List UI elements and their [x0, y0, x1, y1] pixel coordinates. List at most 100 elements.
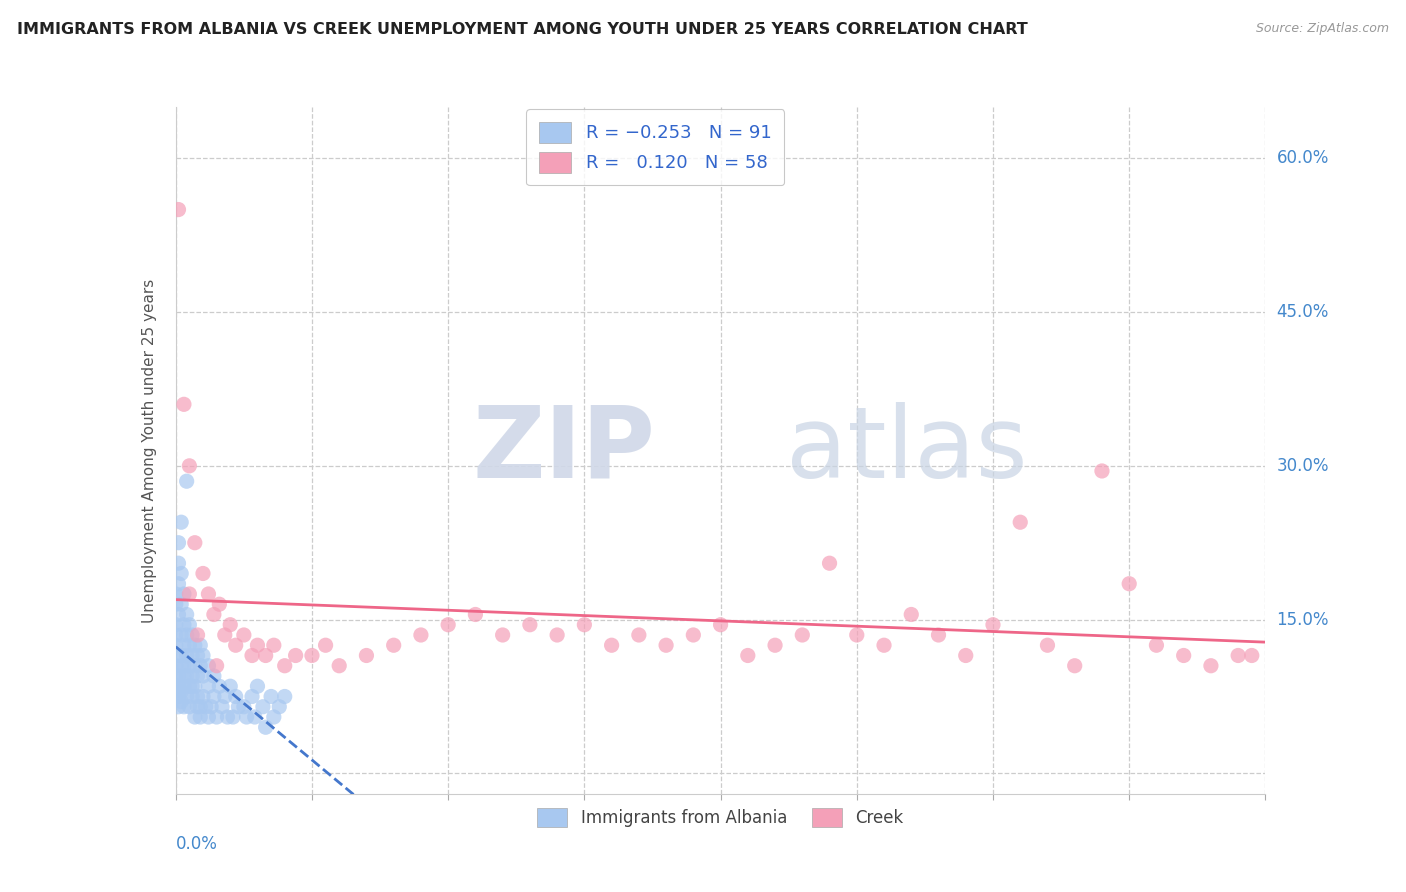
Point	[197, 587, 219, 601]
Point	[301, 648, 323, 663]
Point	[165, 617, 187, 632]
Point	[186, 648, 209, 663]
Point	[409, 628, 432, 642]
Point	[219, 679, 242, 693]
Point	[254, 648, 277, 663]
Text: ZIP: ZIP	[472, 402, 655, 499]
Point	[165, 658, 187, 673]
Point	[655, 638, 678, 652]
Point	[191, 566, 214, 581]
Point	[763, 638, 786, 652]
Point	[181, 690, 204, 704]
Point	[222, 710, 245, 724]
Point	[176, 474, 198, 488]
Point	[176, 607, 198, 622]
Point	[194, 699, 217, 714]
Point	[900, 607, 922, 622]
Point	[170, 597, 193, 611]
Point	[981, 617, 1004, 632]
Point	[792, 628, 814, 642]
Point	[188, 710, 211, 724]
Text: 0.0%: 0.0%	[176, 835, 218, 853]
Point	[188, 638, 211, 652]
Y-axis label: Unemployment Among Youth under 25 years: Unemployment Among Youth under 25 years	[142, 278, 157, 623]
Point	[269, 699, 291, 714]
Point	[225, 690, 247, 704]
Point	[328, 658, 350, 673]
Point	[600, 638, 623, 652]
Text: Source: ZipAtlas.com: Source: ZipAtlas.com	[1256, 22, 1389, 36]
Point	[191, 669, 214, 683]
Point	[228, 699, 250, 714]
Point	[737, 648, 759, 663]
Point	[179, 638, 201, 652]
Point	[170, 566, 193, 581]
Point	[356, 648, 378, 663]
Point	[682, 628, 704, 642]
Point	[211, 699, 233, 714]
Point	[186, 628, 209, 642]
Point	[205, 658, 228, 673]
Point	[176, 669, 198, 683]
Point	[167, 607, 190, 622]
Point	[205, 710, 228, 724]
Point	[165, 690, 187, 704]
Point	[184, 658, 207, 673]
Point	[188, 699, 211, 714]
Point	[1173, 648, 1195, 663]
Point	[955, 648, 977, 663]
Text: 15.0%: 15.0%	[1277, 611, 1329, 629]
Point	[184, 679, 207, 693]
Point	[179, 699, 201, 714]
Point	[173, 587, 195, 601]
Point	[235, 710, 257, 724]
Point	[252, 699, 274, 714]
Point	[928, 628, 950, 642]
Point	[197, 658, 219, 673]
Point	[170, 628, 193, 642]
Point	[274, 690, 297, 704]
Point	[240, 648, 263, 663]
Point	[845, 628, 868, 642]
Point	[167, 648, 190, 663]
Point	[1091, 464, 1114, 478]
Point	[191, 690, 214, 704]
Point	[173, 679, 195, 693]
Point	[1036, 638, 1059, 652]
Point	[186, 699, 209, 714]
Point	[176, 690, 198, 704]
Point	[232, 628, 254, 642]
Point	[173, 699, 195, 714]
Point	[179, 458, 201, 473]
Point	[165, 638, 187, 652]
Point	[167, 535, 190, 549]
Point	[263, 638, 285, 652]
Point	[263, 710, 285, 724]
Point	[243, 710, 266, 724]
Point	[873, 638, 896, 652]
Point	[284, 648, 307, 663]
Point	[232, 699, 254, 714]
Point	[240, 690, 263, 704]
Point	[179, 679, 201, 693]
Point	[167, 576, 190, 591]
Point	[492, 628, 515, 642]
Point	[173, 638, 195, 652]
Point	[225, 638, 247, 652]
Point	[1118, 576, 1140, 591]
Point	[437, 617, 460, 632]
Point	[1199, 658, 1222, 673]
Point	[382, 638, 405, 652]
Text: 60.0%: 60.0%	[1277, 149, 1329, 168]
Point	[1063, 658, 1085, 673]
Point	[1144, 638, 1167, 652]
Point	[202, 607, 225, 622]
Point	[167, 556, 190, 570]
Point	[214, 628, 236, 642]
Point	[170, 658, 193, 673]
Point	[165, 628, 187, 642]
Point	[188, 658, 211, 673]
Point	[254, 720, 277, 734]
Point	[184, 638, 207, 652]
Point	[710, 617, 733, 632]
